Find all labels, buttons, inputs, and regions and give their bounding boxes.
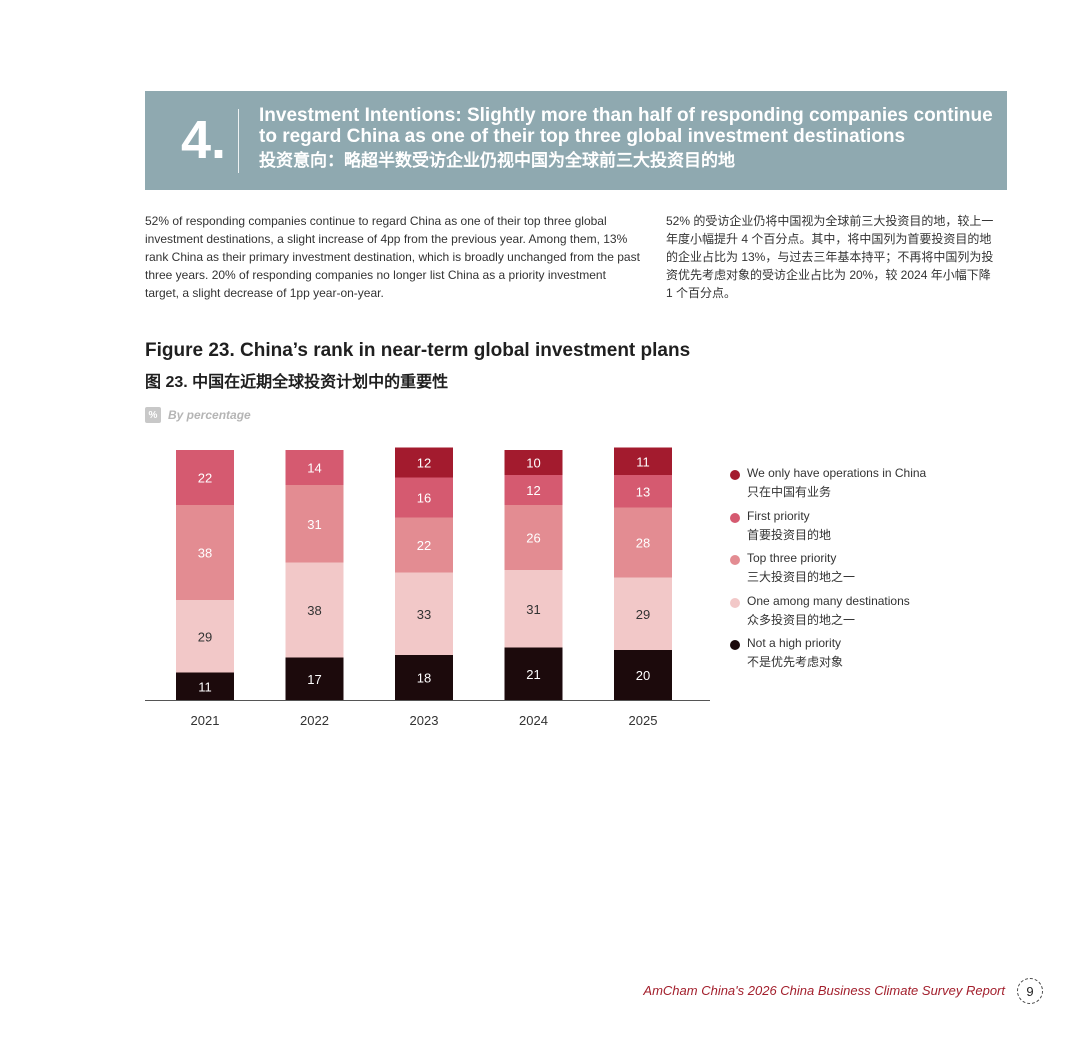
legend-label-en: Not a high priority <box>747 636 842 650</box>
data-label-2025-4: 11 <box>636 454 650 469</box>
bar-segment-2024-4 <box>504 450 563 475</box>
data-label-2023-4: 12 <box>417 456 431 471</box>
data-label-2025-3: 13 <box>636 484 650 499</box>
data-label-2025-1: 29 <box>636 607 650 622</box>
bar-segment-2024-2 <box>504 505 563 570</box>
bar-segment-2022-3 <box>285 450 344 485</box>
data-label-2023-1: 33 <box>417 607 431 622</box>
data-label-2024-2: 26 <box>526 531 540 546</box>
stacked-bar-chart: 11 29 38 22 2021 17 38 31 14 2022 18 33 22 16 12 2023 21… <box>145 447 710 728</box>
legend-dot-icon <box>730 640 740 650</box>
body-paragraph-cn: 52% 的受访企业仍将中国视为全球前三大投资目的地，较上一年度小幅提升 4 个百… <box>666 214 994 300</box>
legend-label-en: First priority <box>747 508 810 523</box>
data-label-2025-0: 20 <box>636 668 650 683</box>
bar-segment-2023-0 <box>395 655 453 700</box>
bar-segment-2021-1 <box>176 600 234 673</box>
data-label-2023-2: 22 <box>417 538 431 553</box>
x-tick-label-2022: 2022 <box>300 713 329 728</box>
data-label-2022-3: 14 <box>307 461 321 476</box>
data-label-2022-1: 38 <box>307 603 321 618</box>
legend-label-cn: 三大投资目的地之一 <box>747 570 856 584</box>
data-label-2024-1: 31 <box>526 602 540 617</box>
data-label-2021-2: 38 <box>198 546 212 561</box>
figure-title-cn: 图 23. 中国在近期全球投资计划中的重要性 <box>145 374 449 391</box>
data-label-2024-4: 10 <box>526 456 540 471</box>
data-label-2022-2: 31 <box>307 517 321 532</box>
legend-item: Top three priority 三大投资目的地之一 <box>730 551 990 594</box>
page-number: 9 <box>1017 978 1043 1004</box>
bar-segment-2023-4 <box>395 447 453 478</box>
bar-segment-2025-3 <box>614 475 672 508</box>
chart-legend: We only have operations in China 只在中国有业务 F… <box>730 466 990 679</box>
unit-text: By percentage <box>168 408 251 422</box>
bar-segment-2022-2 <box>285 485 344 563</box>
data-label-2024-0: 21 <box>526 667 540 682</box>
unit-label: % By percentage <box>145 407 251 423</box>
bar-segment-2025-1 <box>614 577 672 650</box>
data-label-2025-2: 28 <box>636 536 650 551</box>
data-label-2024-3: 12 <box>526 483 540 498</box>
legend-label-cn: 众多投资目的地之一 <box>747 612 856 627</box>
section-title-en: Investment Intentions: Slightly more tha… <box>259 105 993 147</box>
x-tick-label-2025: 2025 <box>629 713 658 728</box>
bar-segment-2025-4 <box>614 447 672 475</box>
legend-label-cn: 只在中国有业务 <box>747 485 832 499</box>
bar-segment-2025-2 <box>614 507 672 578</box>
legend-label-en: Top three priority <box>747 551 837 565</box>
legend-dot-icon <box>730 512 740 523</box>
legend-item: We only have operations in China 只在中国有业务 <box>730 466 990 509</box>
bar-segment-2023-3 <box>395 477 453 518</box>
bar-segment-2024-0 <box>504 647 563 700</box>
data-label-2021-0: 11 <box>198 679 212 694</box>
data-label-2023-3: 16 <box>417 491 431 506</box>
bar-segment-2022-0 <box>285 657 344 700</box>
footer-report-title: AmCham China's 2026 China Business Clima… <box>643 983 1005 998</box>
data-label-2023-0: 18 <box>417 671 431 686</box>
section-number: 4. <box>181 110 227 170</box>
data-label-2021-3: 22 <box>198 471 212 486</box>
x-tick-label-2023: 2023 <box>410 713 439 728</box>
bar-segment-2021-3 <box>176 450 234 505</box>
data-label-2022-0: 17 <box>307 672 321 687</box>
bar-segment-2021-2 <box>176 505 234 600</box>
legend-item: One among many destinations 众多投资目的地之一 <box>730 594 990 637</box>
bar-segment-2021-0 <box>176 672 234 700</box>
body-paragraph-en: 52% of responding companies continue to … <box>145 214 640 300</box>
bar-segment-2024-1 <box>504 570 563 648</box>
bar-segment-2025-0 <box>614 650 672 700</box>
legend-label-en: One among many destinations <box>747 593 910 608</box>
legend-item: First priority 首要投资目的地 <box>730 509 990 552</box>
legend-dot-icon <box>730 597 740 608</box>
legend-label-cn: 首要投资目的地 <box>747 527 832 542</box>
figure-title-en: Figure 23. China’s rank in near-term glo… <box>145 340 691 361</box>
x-tick-label-2024: 2024 <box>519 713 548 728</box>
data-label-2021-1: 29 <box>198 629 212 644</box>
percent-icon: % <box>145 407 161 423</box>
legend-dot-icon <box>730 555 740 565</box>
bar-segment-2022-1 <box>285 562 344 658</box>
bar-segment-2023-1 <box>395 572 453 655</box>
legend-label-en: We only have operations in China <box>747 466 927 480</box>
section-banner: 4. Investment Intentions: Slightly more … <box>145 91 1007 190</box>
banner-divider <box>238 109 239 173</box>
bar-segment-2024-3 <box>504 475 563 505</box>
section-title-cn: 投资意向：略超半数受访企业仍视中国为全球前三大投资目的地 <box>259 151 735 170</box>
bar-segment-2023-2 <box>395 517 453 573</box>
legend-label-cn: 不是优先考虑对象 <box>747 655 844 669</box>
legend-item: Not a high priority 不是优先考虑对象 <box>730 636 990 679</box>
x-tick-label-2021: 2021 <box>191 713 220 728</box>
legend-dot-icon <box>730 470 740 480</box>
